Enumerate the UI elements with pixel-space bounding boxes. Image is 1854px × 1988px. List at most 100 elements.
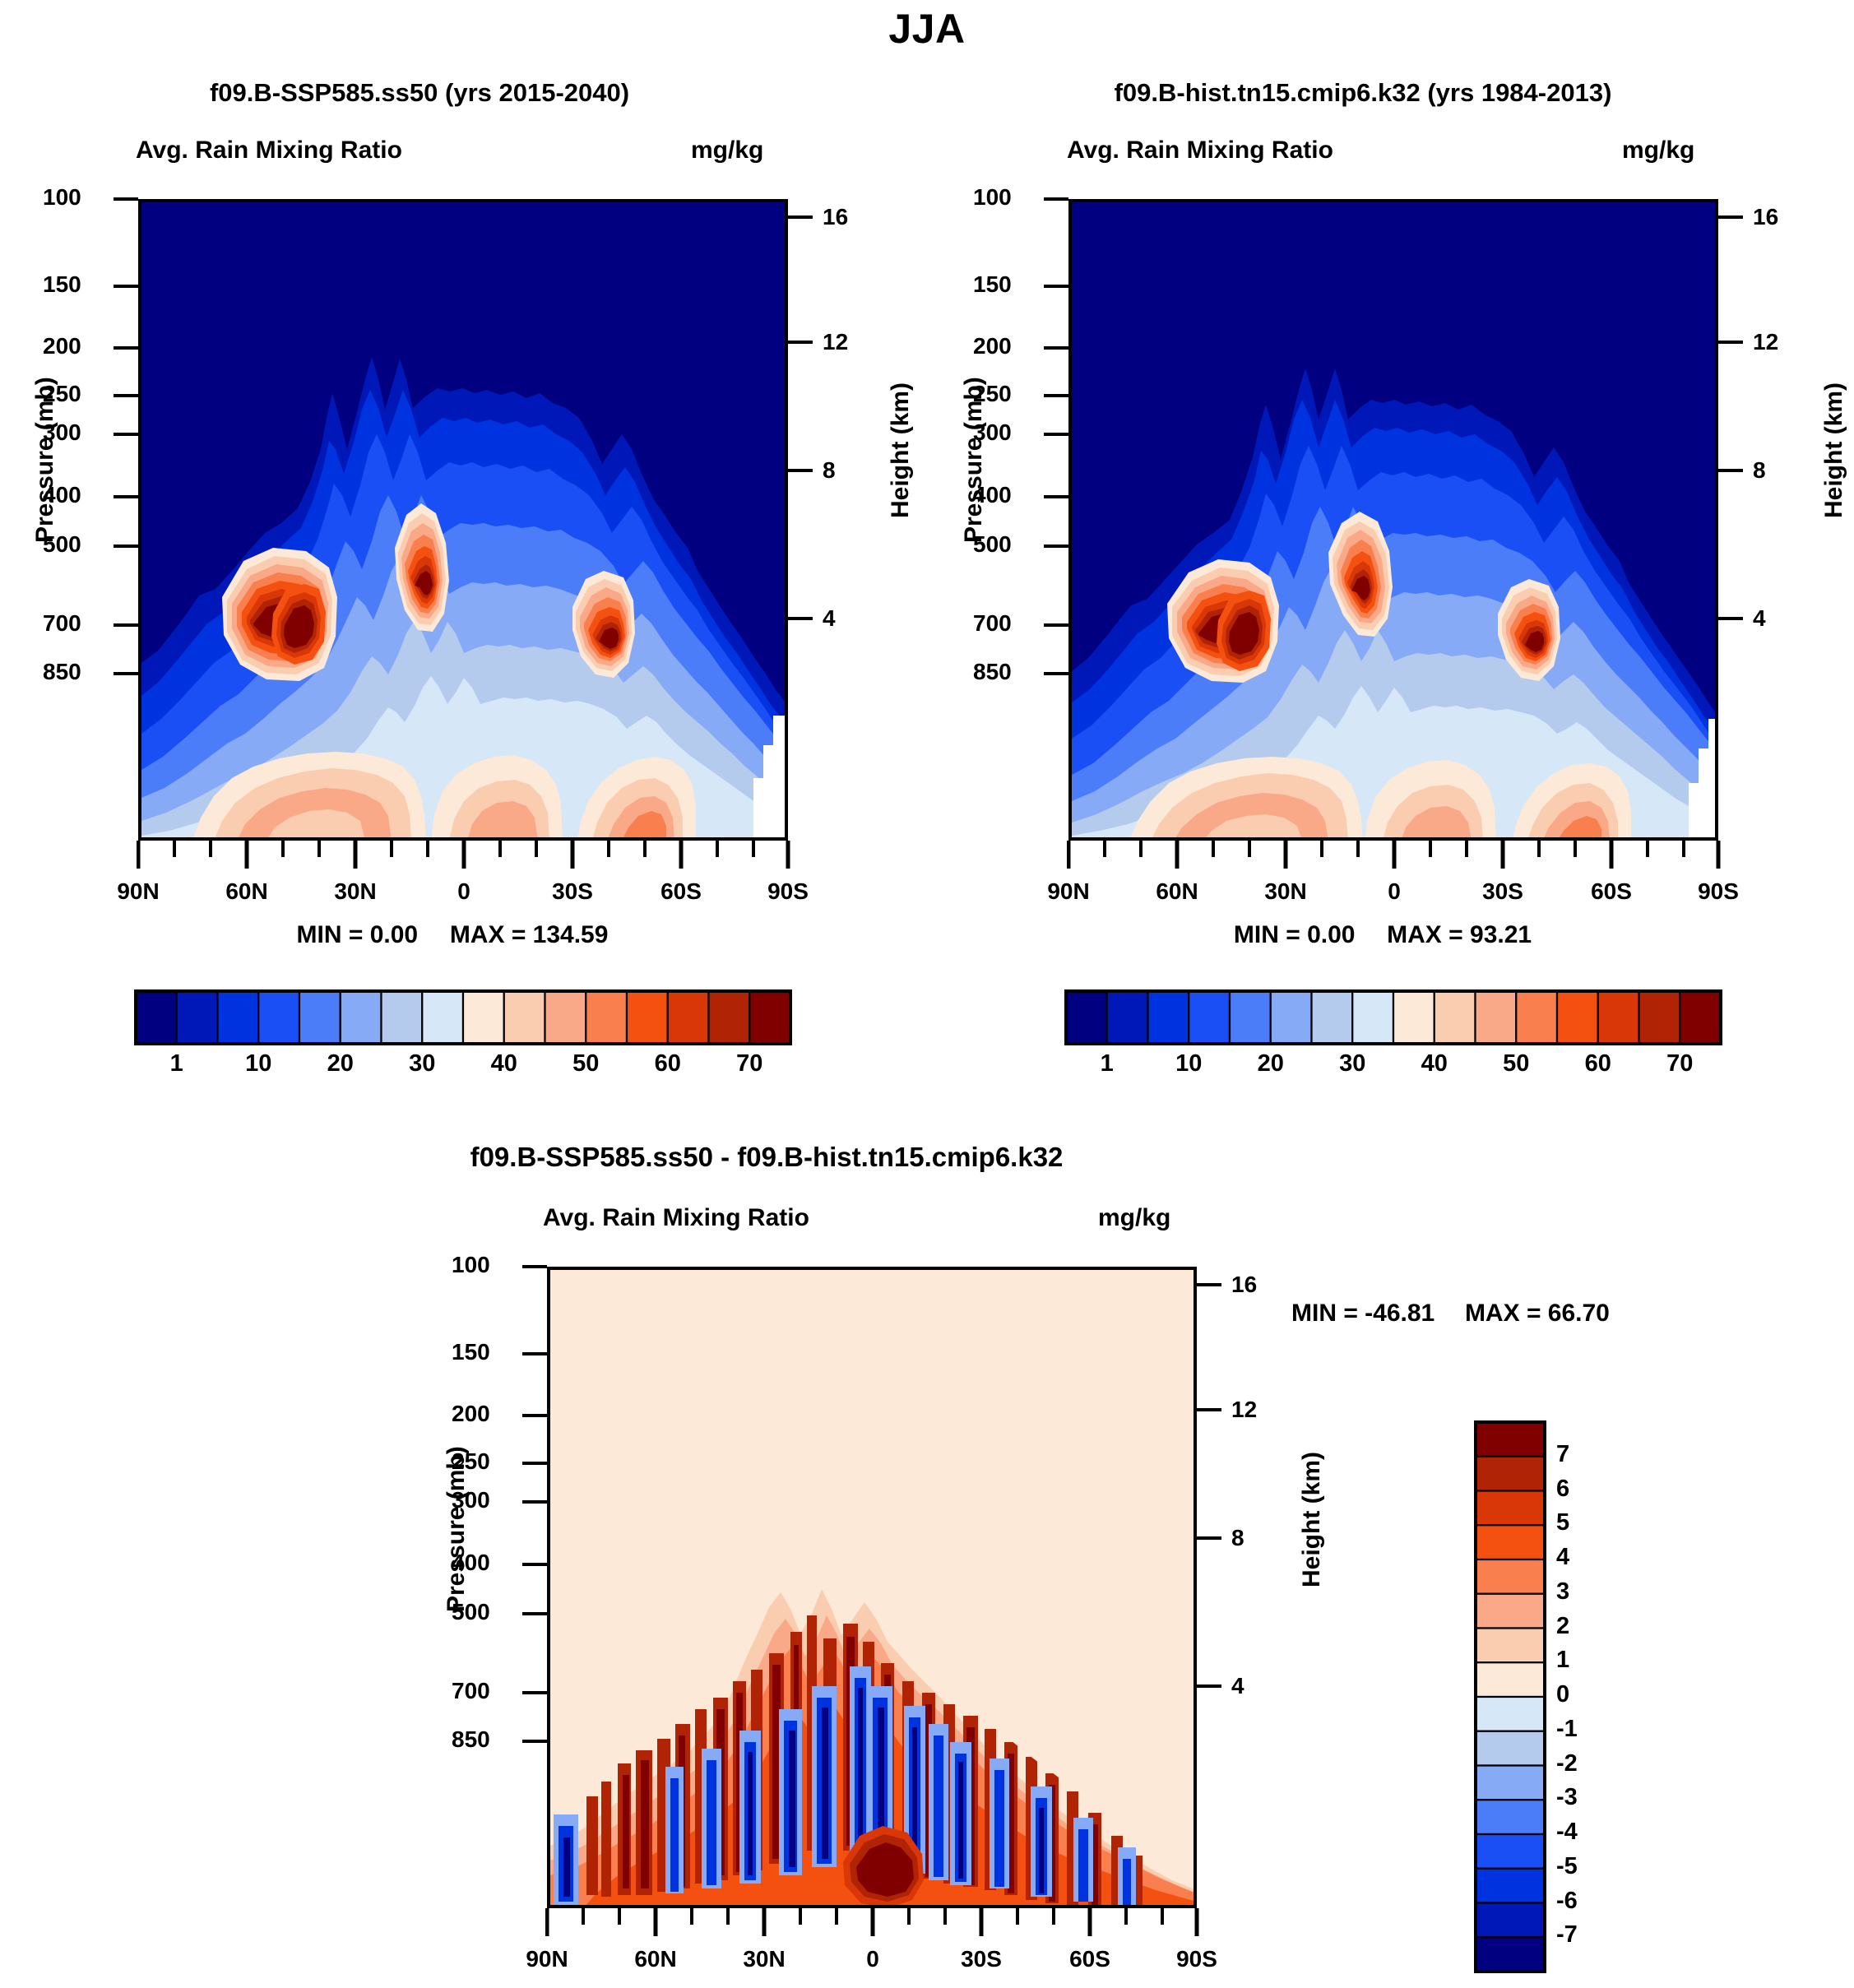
- panel-difference-ylabel: Pressure (mb): [443, 1446, 470, 1612]
- panel-case-y2label: Height (km): [887, 382, 914, 518]
- panel-case-plot-area[interactable]: [138, 199, 788, 841]
- panel-difference-max: MAX = 66.70: [1464, 1300, 1610, 1327]
- panel-difference-variable-label: Avg. Rain Mixing Ratio: [543, 1204, 809, 1231]
- pressure-tick-label: 200: [452, 1401, 490, 1426]
- pressure-tick-label: 850: [973, 659, 1012, 684]
- lat-tick-label: 60S: [1069, 1946, 1110, 1972]
- colorbar-tick-label: 30: [1339, 1050, 1366, 1077]
- colorbar-tick-label: 7: [1556, 1440, 1570, 1467]
- colorbar-cell: [1555, 989, 1599, 1045]
- colorbar-cell: [1474, 989, 1518, 1045]
- panel-difference-colorbar[interactable]: 7 6 5 4 3 2 1 0 -1 -2 -3 -4 -5 -6 -7: [1474, 1420, 1578, 1973]
- panel-difference-title: f09.B-SSP585.ss50 - f09.B-hist.tn15.cmip…: [470, 1142, 1064, 1172]
- lat-tick-label: 30N: [1264, 878, 1307, 904]
- panel-case-min: MIN = 0.00: [296, 921, 419, 948]
- colorbar-cell: [1638, 989, 1681, 1045]
- panel-control: f09.B-hist.tn15.cmip6.k32 (yrs 1984-2013…: [927, 0, 1854, 1102]
- panel-case-variable-label: Avg. Rain Mixing Ratio: [136, 137, 402, 164]
- colorbar-cell: [461, 989, 505, 1045]
- colorbar-tick-label: 2: [1556, 1612, 1570, 1639]
- colorbar-cell: [1474, 1558, 1546, 1595]
- pressure-tick-label: 500: [43, 531, 81, 557]
- lat-tick-label: 0: [457, 878, 470, 904]
- colorbar-cell: [1474, 1524, 1546, 1561]
- colorbar-tick-label: 20: [327, 1050, 354, 1077]
- pressure-tick-label: 500: [973, 531, 1012, 557]
- pressure-tick-label: 400: [43, 482, 81, 507]
- main-title: JJA: [888, 6, 966, 52]
- colorbar-tick-label: 50: [1503, 1050, 1530, 1077]
- panel-case-title: f09.B-SSP585.ss50 (yrs 2015-2040): [209, 78, 630, 107]
- panel-control-colorbar[interactable]: 1 10 20 30 40 50 60 70: [1064, 989, 1722, 1077]
- colorbar-cell: [298, 989, 341, 1045]
- height-tick-marks: [1197, 1283, 1221, 1688]
- pressure-tick-marks: [522, 1265, 547, 1743]
- panel-difference-plot-area[interactable]: [547, 1267, 1197, 1908]
- colorbar-cell: [585, 989, 628, 1045]
- colorbar-cell: [421, 989, 465, 1045]
- panel-difference-y2label: Height (km): [1298, 1452, 1325, 1587]
- colorbar-tick-label: 60: [654, 1050, 681, 1077]
- pressure-tick-label: 100: [452, 1252, 490, 1277]
- lat-tick-label: 30S: [1482, 878, 1523, 904]
- colorbar-tick-label: 10: [245, 1050, 272, 1077]
- panel-difference-minmax: MIN = -46.81 MAX = 66.70: [1291, 1300, 1801, 1328]
- height-tick-label: 16: [1753, 204, 1779, 229]
- pressure-tick-label: 150: [973, 271, 1012, 297]
- colorbar-cell: [1147, 989, 1190, 1045]
- colorbar-cell: [1474, 1695, 1546, 1732]
- colorbar-tick-labels: 1 10 20 30 40 50 60 70: [134, 1050, 792, 1083]
- pressure-tick-label: 100: [973, 184, 1012, 210]
- pressure-tick-label: 200: [973, 333, 1012, 359]
- lat-tick-label: 30S: [552, 878, 593, 904]
- panel-control-title: f09.B-hist.tn15.cmip6.k32 (yrs 1984-2013…: [1114, 78, 1612, 107]
- colorbar-cell: [1679, 989, 1722, 1045]
- colorbar-cell: [1474, 1730, 1546, 1767]
- colorbar-cell: [1228, 989, 1272, 1045]
- panel-difference-lat-tick-marks: [545, 1908, 1199, 1936]
- panel-control-minmax: MIN = 0.00 MAX = 93.21: [1095, 921, 1671, 949]
- panel-control-min: MIN = 0.00: [1233, 921, 1356, 948]
- colorbar-tick-label: 50: [572, 1050, 600, 1077]
- colorbar-tick-label: 10: [1175, 1050, 1203, 1077]
- height-tick-label: 4: [1753, 605, 1766, 631]
- colorbar-tick-label: -2: [1556, 1749, 1578, 1777]
- colorbar-tick-label: -5: [1556, 1852, 1578, 1879]
- panel-case-ylabel: Pressure (mb): [31, 377, 58, 543]
- panel-case: f09.B-SSP585.ss50 (yrs 2015-2040) Avg. R…: [0, 0, 927, 1102]
- pressure-tick-label: 400: [973, 482, 1012, 507]
- pressure-tick-label: 250: [43, 381, 81, 406]
- height-tick-label: 4: [1231, 1673, 1244, 1698]
- pressure-tick-label: 250: [973, 381, 1012, 406]
- height-tick-label: 8: [1231, 1525, 1244, 1550]
- colorbar-tick-label: -4: [1556, 1819, 1578, 1845]
- colorbar-tick-labels: 1 10 20 30 40 50 60 70: [1064, 1050, 1722, 1083]
- lat-tick-label: 0: [866, 1946, 879, 1972]
- colorbar-cell: [1474, 1902, 1546, 1939]
- colorbar-swatches: [1064, 989, 1722, 1045]
- lat-tick-label: 90S: [767, 878, 809, 904]
- pressure-tick-label: 250: [452, 1448, 490, 1474]
- pressure-tick-marks: [1044, 197, 1068, 675]
- colorbar-cell: [1351, 989, 1395, 1045]
- pressure-tick-label: 150: [43, 271, 81, 297]
- lat-tick-label: 60N: [634, 1946, 677, 1972]
- height-tick-marks: [1718, 215, 1743, 620]
- lat-tick-label: 90N: [526, 1946, 568, 1972]
- pressure-tick-label: 500: [452, 1599, 490, 1624]
- colorbar-cell: [707, 989, 751, 1045]
- colorbar-cell: [1474, 1936, 1546, 1973]
- height-tick-label: 8: [823, 457, 836, 483]
- lat-tick-label: 60N: [225, 878, 268, 904]
- panel-control-plot-area[interactable]: [1068, 199, 1718, 841]
- colorbar-cell: [216, 989, 260, 1045]
- pressure-tick-label: 300: [973, 419, 1012, 445]
- colorbar-cell: [134, 989, 178, 1045]
- lat-tick-label: 90S: [1698, 878, 1739, 904]
- pressure-tick-label: 100: [43, 184, 81, 210]
- colorbar-tick-label: 40: [1421, 1050, 1448, 1077]
- colorbar-cell: [1105, 989, 1149, 1045]
- colorbar-cell: [503, 989, 546, 1045]
- pressure-tick-label: 150: [452, 1339, 490, 1365]
- panel-case-colorbar[interactable]: 1 10 20 30 40 50 60 70: [134, 989, 792, 1077]
